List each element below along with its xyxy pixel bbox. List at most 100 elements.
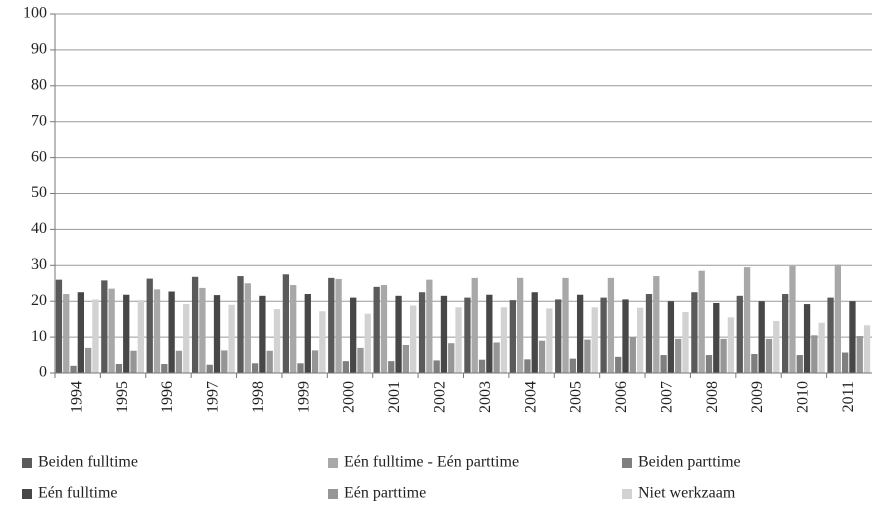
legend-label: Eén parttime (344, 485, 426, 502)
bar (538, 340, 546, 373)
legend-swatch (622, 458, 632, 468)
bar (856, 336, 863, 373)
legend-swatch (622, 489, 632, 499)
bar (357, 347, 364, 373)
bar (402, 344, 410, 373)
bar (115, 364, 123, 373)
x-tick-label: 2007 (658, 381, 675, 413)
legend-label: Beiden fulltime (38, 454, 138, 471)
bar (713, 302, 720, 373)
bar (675, 338, 682, 373)
bar (175, 350, 183, 373)
bar (244, 283, 251, 373)
bar (92, 299, 99, 373)
y-tick-label: 70 (31, 112, 47, 129)
bar (418, 292, 426, 373)
bar (720, 338, 727, 373)
bar (108, 288, 115, 373)
x-tick-label: 1994 (68, 381, 85, 413)
x-tick-label: 2006 (613, 381, 630, 413)
bar (636, 307, 644, 373)
bar (251, 363, 259, 373)
bar (168, 291, 175, 373)
bar (751, 353, 758, 373)
x-tick-label: 1996 (159, 381, 176, 413)
x-tick-label: 2001 (386, 381, 403, 413)
x-tick-label: 2003 (477, 381, 494, 413)
bar (380, 285, 388, 373)
y-tick-label: 80 (31, 76, 47, 93)
bar (796, 355, 803, 373)
x-tick-label: 1998 (250, 381, 267, 413)
bar (282, 274, 290, 373)
bar (569, 358, 576, 373)
bar (615, 356, 622, 373)
bar (743, 267, 751, 373)
bar (842, 352, 849, 373)
bar (273, 309, 281, 373)
bar (546, 308, 553, 373)
x-tick-label: 1995 (114, 381, 131, 413)
bar (486, 294, 493, 373)
bar (576, 294, 584, 373)
bar (183, 304, 190, 373)
y-tick-label: 60 (31, 148, 47, 165)
bar (373, 286, 380, 373)
bar (221, 350, 228, 373)
bar (311, 350, 319, 373)
bar (782, 294, 789, 373)
bar (206, 364, 213, 373)
bar (811, 335, 818, 373)
bar (388, 361, 395, 373)
bar (516, 277, 524, 373)
bar (259, 295, 266, 373)
bar (629, 337, 636, 373)
bar (464, 297, 471, 373)
bar (161, 364, 168, 373)
y-tick-label: 90 (31, 41, 47, 58)
bar (789, 266, 796, 373)
bar (213, 295, 221, 373)
bar (531, 292, 538, 373)
x-tick-label: 2009 (749, 381, 766, 413)
bar (660, 355, 667, 373)
y-tick-label: 20 (31, 292, 47, 309)
bar (765, 338, 773, 373)
bar (440, 295, 448, 373)
bar (524, 359, 531, 373)
bar (682, 311, 689, 373)
y-tick-label: 40 (31, 220, 47, 237)
bar (70, 365, 77, 373)
bar (199, 287, 206, 373)
legend-swatch (328, 489, 338, 499)
y-tick-label: 50 (31, 184, 47, 201)
bar (555, 299, 562, 373)
bar (304, 294, 311, 373)
y-tick-label: 100 (23, 5, 47, 22)
bar (691, 292, 698, 373)
bar (500, 307, 508, 373)
bar (600, 297, 607, 373)
bar (849, 301, 856, 373)
bar (410, 305, 417, 373)
bar (297, 363, 304, 373)
bar (63, 294, 70, 373)
y-tick-label: 0 (39, 364, 47, 381)
bar (350, 297, 357, 373)
bar (803, 304, 811, 373)
bar (758, 301, 765, 373)
bar (335, 278, 342, 373)
bar (426, 279, 433, 373)
bar (622, 299, 629, 373)
bar (834, 264, 842, 373)
bar (584, 339, 591, 373)
x-tick-label: 2004 (522, 381, 539, 413)
bar (191, 276, 199, 373)
bar (818, 322, 825, 373)
bar (84, 347, 92, 373)
bar (266, 350, 273, 373)
bar (727, 317, 735, 373)
bar (319, 311, 326, 373)
y-tick-label: 10 (31, 328, 47, 345)
x-tick-label: 2011 (840, 381, 857, 412)
